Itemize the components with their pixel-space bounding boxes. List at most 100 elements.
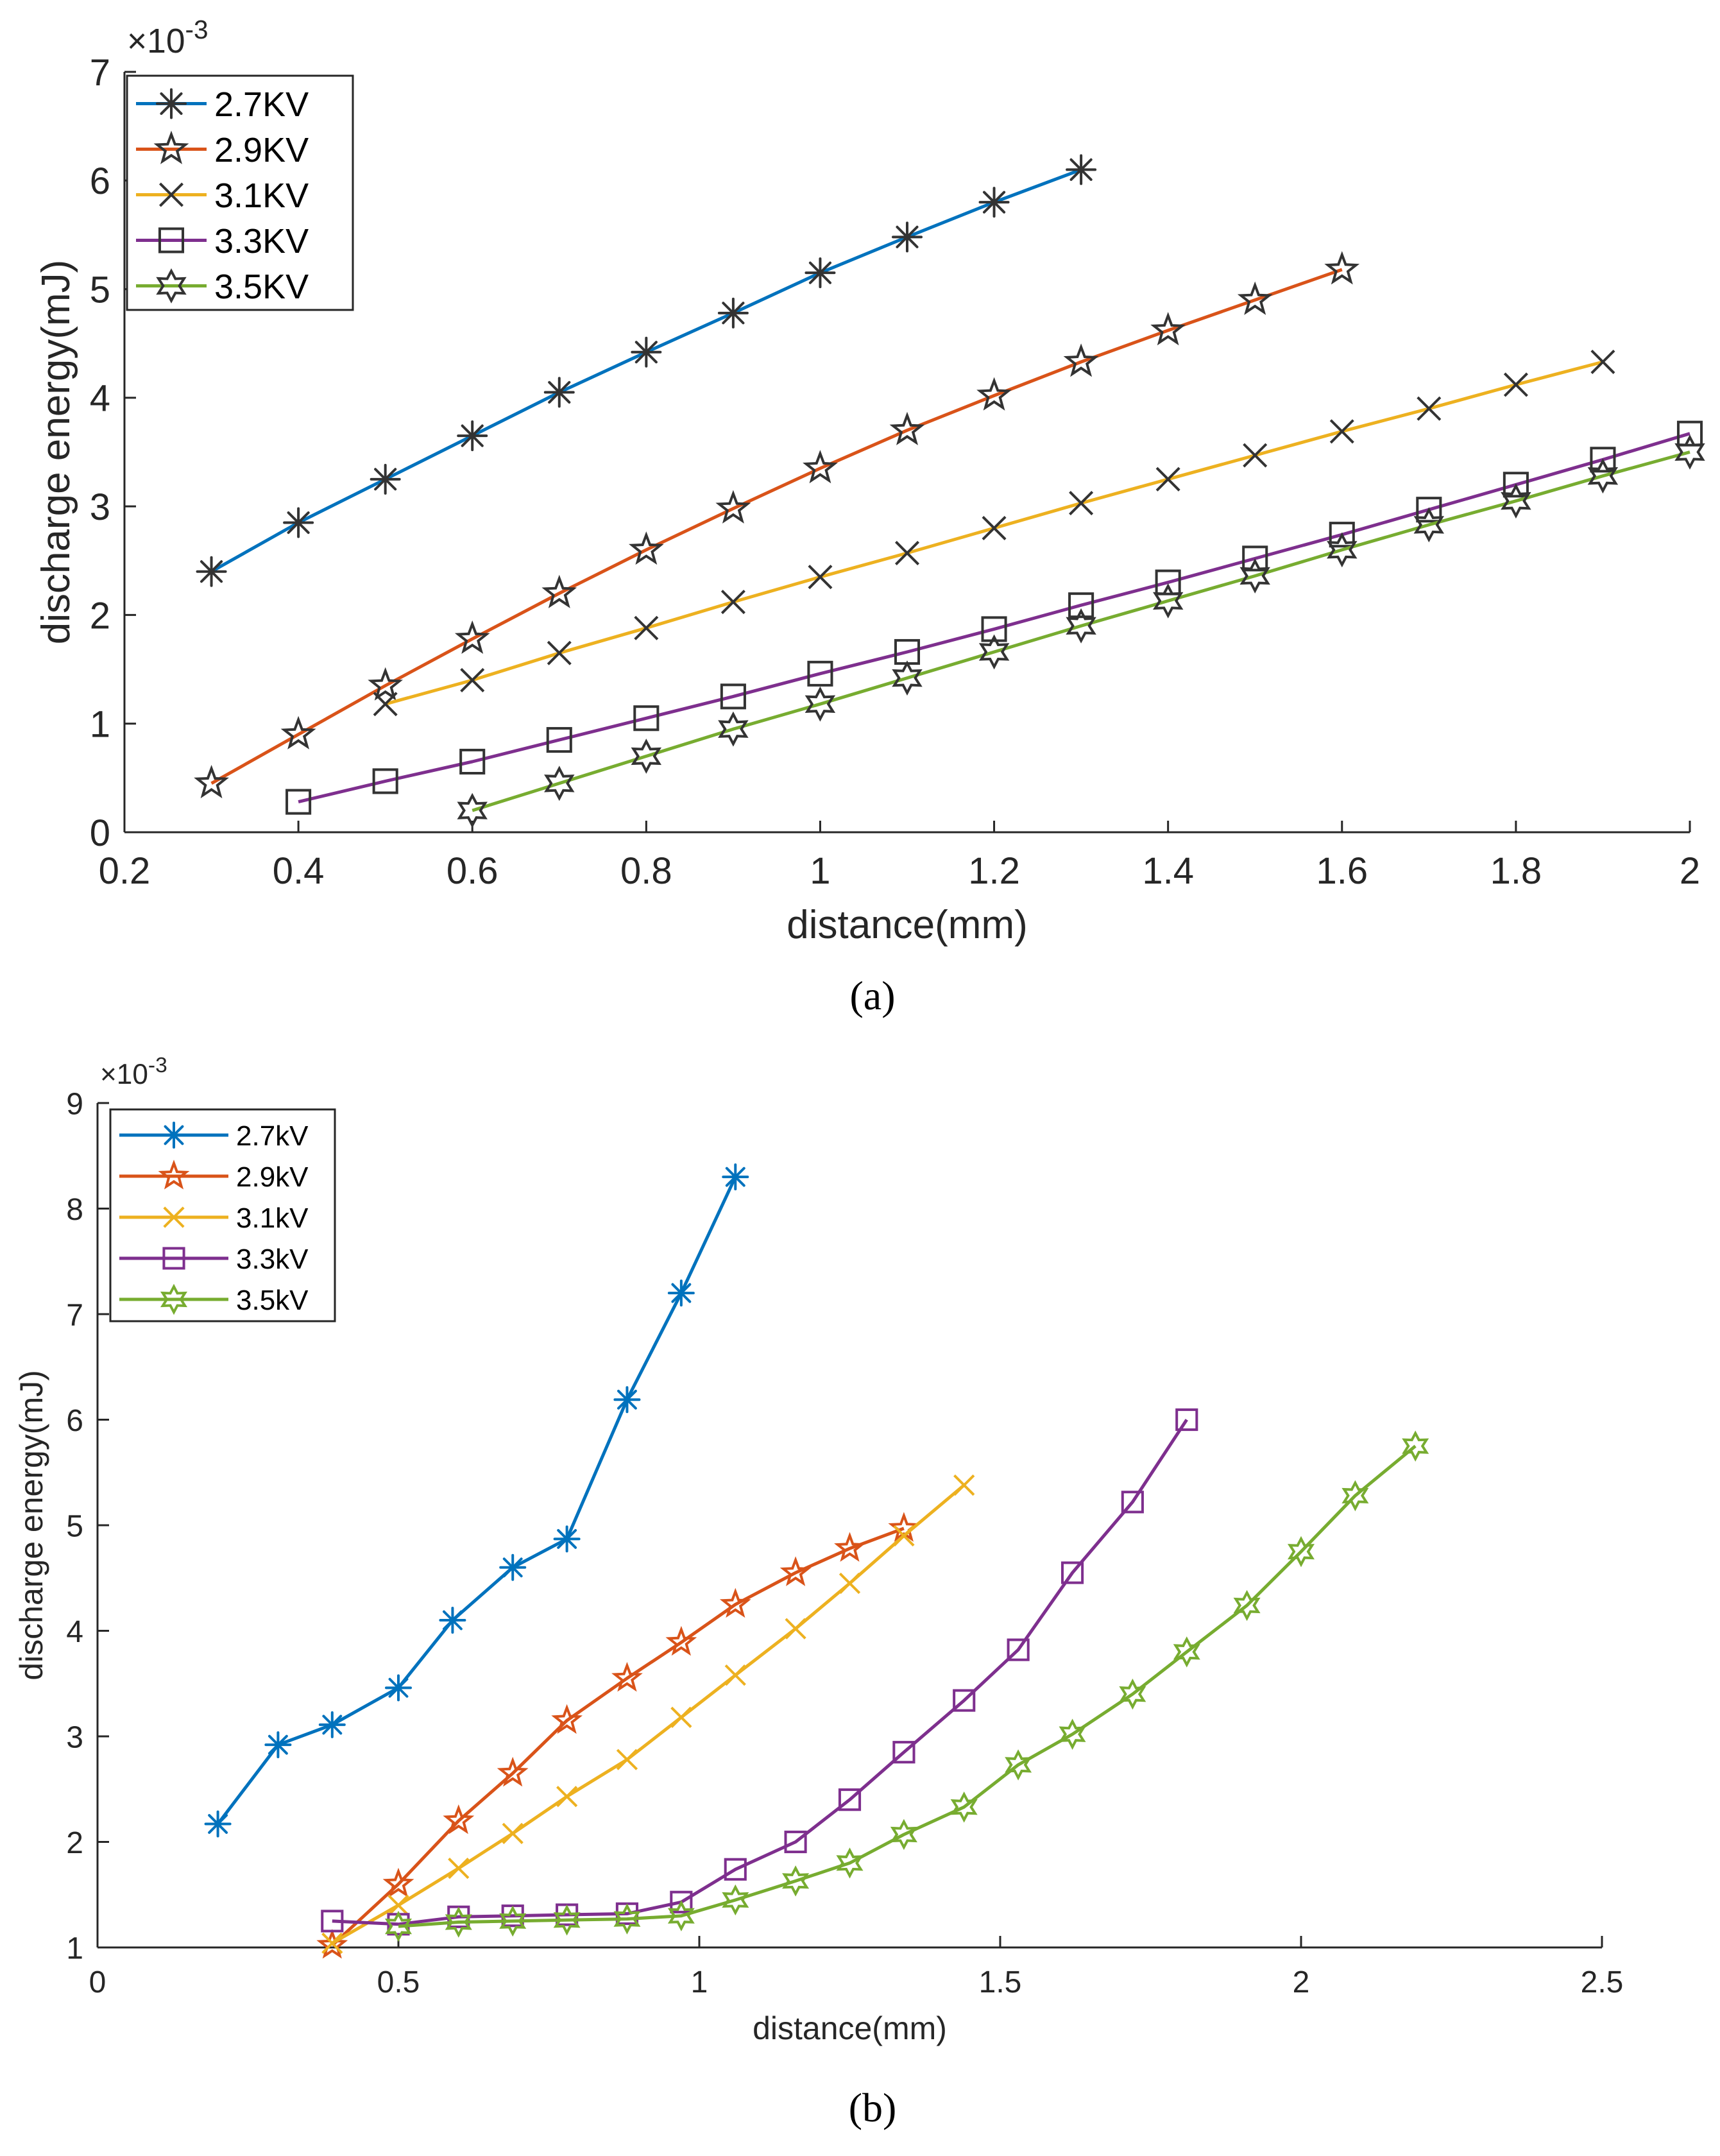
data-point xyxy=(720,683,746,710)
data-point xyxy=(445,1906,472,1938)
data-point xyxy=(553,1525,581,1553)
chart-b-exponent-sup: -3 xyxy=(148,1054,167,1077)
data-point xyxy=(1173,1636,1200,1668)
data-point xyxy=(318,1711,346,1738)
x-tick-label: 0.5 xyxy=(377,1965,420,1999)
data-point xyxy=(722,1884,749,1916)
data-point xyxy=(556,1786,578,1808)
data-point xyxy=(385,1674,412,1702)
chart-a-exponent-label: ×10-3 xyxy=(127,15,209,60)
x-tick-label: 1.5 xyxy=(979,1965,1022,1999)
x-tick-label: 0.2 xyxy=(99,850,151,892)
legend-item: 3.1kV xyxy=(119,1202,309,1234)
x-tick-label: 2 xyxy=(1293,1965,1310,1999)
data-point xyxy=(982,515,1007,541)
data-point xyxy=(784,1830,807,1854)
chart-a-y-axis-label: discharge energy(mJ) xyxy=(34,260,78,645)
data-point xyxy=(1059,1718,1086,1750)
data-point xyxy=(1005,1749,1032,1781)
data-point xyxy=(894,540,920,565)
data-point xyxy=(1063,343,1099,377)
y-tick-label: 7 xyxy=(66,1298,83,1332)
data-point xyxy=(1175,1408,1198,1432)
data-point xyxy=(1324,251,1360,285)
data-point xyxy=(981,616,1007,642)
x-tick-label: 2.5 xyxy=(1581,1965,1624,1999)
data-point xyxy=(1007,1638,1030,1661)
series-line xyxy=(331,1484,966,1945)
data-point xyxy=(613,1386,641,1414)
y-tick-label: 1 xyxy=(66,1931,83,1965)
data-point xyxy=(439,1607,466,1634)
data-point xyxy=(720,590,745,615)
y-tick-label: 1 xyxy=(90,704,110,746)
y-tick-label: 5 xyxy=(66,1509,83,1543)
legend-item: 2.9KV xyxy=(136,130,309,169)
legend-item: 2.7KV xyxy=(136,85,309,124)
data-point xyxy=(1243,443,1268,468)
data-point xyxy=(953,1474,975,1496)
data-point xyxy=(387,1894,409,1916)
data-point xyxy=(667,1900,695,1931)
data-point xyxy=(803,450,838,484)
data-point xyxy=(1239,558,1270,594)
y-tick-label: 8 xyxy=(66,1193,83,1227)
data-point xyxy=(892,660,923,696)
legend-item: 2.7kV xyxy=(119,1120,309,1152)
data-point xyxy=(384,1910,413,1942)
legend-label: 3.5kV xyxy=(236,1285,309,1316)
data-point xyxy=(805,257,836,289)
x-tick-label: 2 xyxy=(1680,850,1700,892)
data-point xyxy=(1590,349,1615,375)
y-tick-label: 4 xyxy=(90,378,110,420)
series-line xyxy=(216,1176,737,1826)
data-point xyxy=(717,297,749,329)
data-point xyxy=(370,463,401,495)
data-point xyxy=(264,1731,292,1759)
legend-item: 3.1KV xyxy=(136,176,309,215)
data-point xyxy=(670,1706,692,1729)
data-point xyxy=(978,187,1010,218)
data-point xyxy=(1590,447,1616,473)
legend-label: 3.1KV xyxy=(214,176,309,215)
data-point xyxy=(1119,1678,1146,1710)
data-point xyxy=(782,1865,810,1897)
data-point xyxy=(543,377,575,408)
chart-panel-b: 0 0.5 1 1.5 2 2.5 1 2 3 4 5 6 7 8 9 discharge energy(m… xyxy=(13,1054,1623,2130)
data-point xyxy=(1417,396,1442,421)
data-point xyxy=(316,1929,348,1959)
legend-marker xyxy=(156,268,187,304)
series-2.7KV xyxy=(196,154,1097,587)
y-tick-label: 7 xyxy=(90,52,110,94)
series-line xyxy=(298,432,1690,804)
data-point xyxy=(629,531,664,565)
data-point xyxy=(631,336,662,368)
chart-a-exponent-base: ×10 xyxy=(127,22,185,60)
data-point xyxy=(457,420,488,452)
data-point xyxy=(544,766,575,801)
x-tick-label: 0.8 xyxy=(620,850,672,892)
series-line xyxy=(472,450,1690,812)
x-tick-label: 1 xyxy=(691,1965,708,1999)
data-point xyxy=(448,1858,470,1879)
data-point xyxy=(616,1749,638,1770)
data-point xyxy=(382,1867,414,1897)
series-line xyxy=(331,1527,905,1947)
data-point xyxy=(551,1704,583,1734)
legend-marker xyxy=(156,88,187,119)
chart-b-exponent-base: ×10 xyxy=(100,1059,148,1090)
data-point xyxy=(553,1904,581,1936)
data-point xyxy=(546,727,572,753)
data-point xyxy=(1066,608,1096,644)
legend-marker xyxy=(160,1283,188,1315)
series-2.7kV xyxy=(204,1163,749,1838)
y-tick-label: 3 xyxy=(90,486,110,528)
data-point xyxy=(460,667,485,693)
chart-b-y-axis-label: discharge energy(mJ) xyxy=(13,1370,49,1681)
data-point xyxy=(1503,472,1529,498)
data-point xyxy=(953,1689,976,1712)
data-point xyxy=(889,411,925,445)
data-point xyxy=(443,1804,475,1835)
data-point xyxy=(1503,372,1528,397)
legend-item: 3.5kV xyxy=(119,1283,309,1316)
